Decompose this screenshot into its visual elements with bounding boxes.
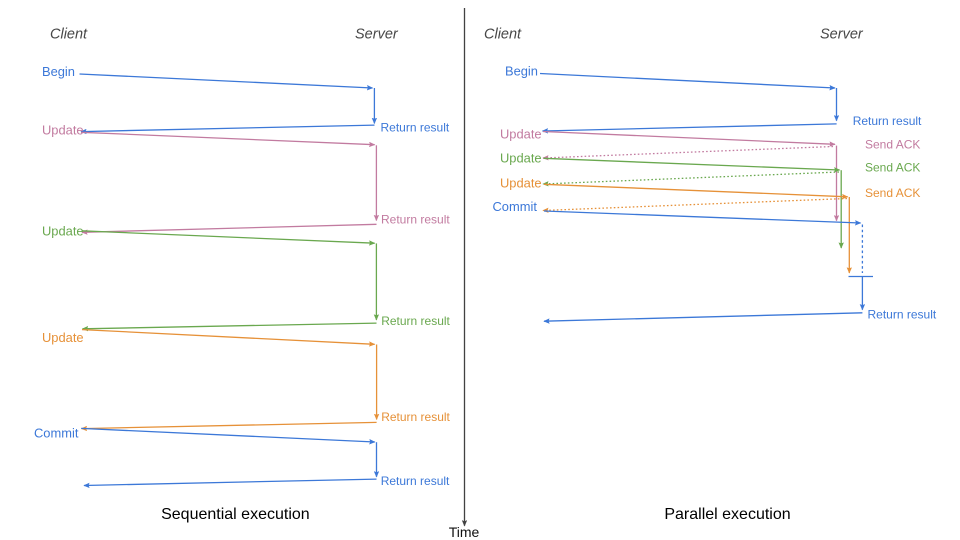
svg-text:Return result: Return result: [381, 121, 450, 135]
svg-text:Commit: Commit: [34, 426, 79, 441]
svg-text:Update: Update: [42, 330, 84, 345]
svg-text:Client: Client: [484, 27, 522, 43]
svg-text:Update: Update: [500, 150, 542, 165]
svg-text:Update: Update: [500, 127, 542, 142]
svg-text:Server: Server: [820, 27, 864, 43]
svg-text:Return result: Return result: [868, 307, 937, 321]
svg-text:Server: Server: [355, 27, 399, 43]
svg-text:Time: Time: [449, 524, 480, 540]
svg-text:Return result: Return result: [381, 314, 450, 328]
svg-text:Return result: Return result: [853, 114, 922, 128]
svg-text:Return result: Return result: [381, 410, 450, 424]
svg-text:Send ACK: Send ACK: [865, 137, 920, 151]
svg-text:Begin: Begin: [42, 64, 75, 79]
svg-text:Begin: Begin: [505, 64, 538, 79]
svg-text:Commit: Commit: [493, 199, 538, 214]
svg-text:Send ACK: Send ACK: [865, 186, 920, 200]
svg-text:Update: Update: [42, 224, 84, 239]
svg-text:Send ACK: Send ACK: [865, 161, 920, 175]
svg-text:Update: Update: [42, 123, 84, 138]
svg-text:Client: Client: [50, 27, 88, 43]
svg-text:Return result: Return result: [381, 474, 450, 488]
svg-text:Update: Update: [500, 176, 542, 191]
svg-text:Return result: Return result: [381, 213, 450, 227]
svg-text:Sequential execution: Sequential execution: [161, 506, 310, 523]
svg-text:Parallel execution: Parallel execution: [664, 506, 790, 523]
